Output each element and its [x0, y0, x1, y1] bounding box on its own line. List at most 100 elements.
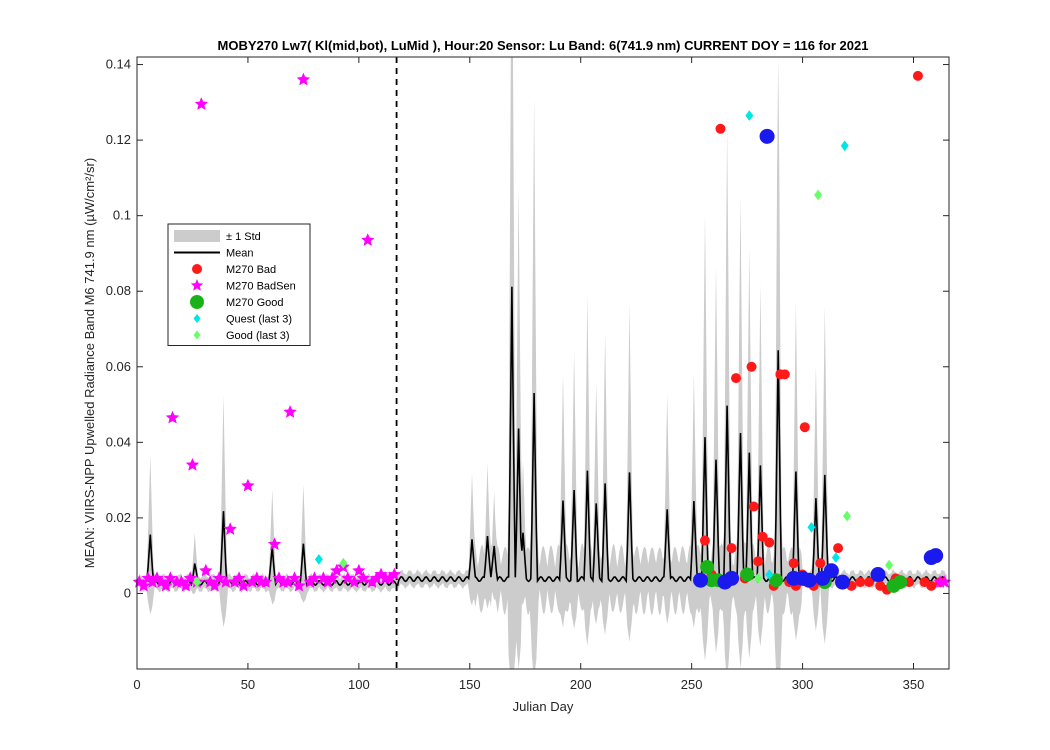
badsen-point	[241, 478, 255, 492]
axes-layer: 0 50 100 150 200 250 300 350 0 0.02 0.04 0.06 0.08 0.…	[106, 57, 949, 692]
bad-point	[726, 543, 737, 554]
blue-point	[928, 548, 944, 564]
badsen-point	[267, 537, 282, 551]
x-tick-label: 50	[241, 677, 255, 692]
legend: ± 1 Std Mean M270 Bad M270 BadSen M270 Good Q…	[167, 223, 311, 346]
good-point	[740, 567, 755, 582]
legend-label: M270 BadSen	[226, 281, 296, 293]
badsen-point	[198, 563, 213, 577]
blue-point	[759, 128, 775, 144]
badsen-point	[287, 571, 302, 585]
x-tick-label: 300	[792, 677, 814, 692]
badsen-point	[165, 410, 180, 424]
y-tick-label: 0.08	[106, 283, 131, 298]
std-band	[139, 57, 947, 669]
blue-point	[823, 563, 839, 579]
badsen-point	[232, 571, 246, 585]
legend-goodlast-swatch	[193, 330, 201, 340]
legend-badsen-swatch	[190, 279, 204, 291]
good-last3-point	[192, 576, 201, 588]
y-tick-label: 0.02	[106, 510, 131, 525]
quest-point	[807, 521, 816, 533]
good-last3-point	[814, 189, 823, 201]
blue-point	[724, 570, 740, 586]
bad-point	[779, 369, 790, 380]
points-layer	[132, 70, 952, 595]
legend-label: Good (last 3)	[226, 330, 290, 342]
plot-frame	[136, 56, 950, 670]
legend-bad-swatch	[192, 264, 202, 274]
bad-point	[788, 558, 799, 569]
badsen-point	[296, 72, 311, 86]
legend-good-swatch	[190, 295, 204, 309]
legend-label: Quest (last 3)	[226, 314, 292, 326]
blue-point	[693, 572, 709, 588]
y-tick-label: 0.12	[106, 132, 131, 147]
legend-band-swatch	[174, 230, 220, 242]
legend-box	[167, 223, 311, 346]
x-tick-label: 150	[459, 677, 481, 692]
good-last3-point	[842, 510, 851, 522]
good-last3-point	[339, 557, 348, 569]
bad-point	[757, 531, 768, 542]
x-tick-label: 250	[681, 677, 703, 692]
chart-title: MOBY270 Lw7( Kl(mid,bot), LuMid ), Hour:…	[218, 38, 869, 53]
bad-point	[855, 577, 866, 588]
x-axis-title: Julian Day	[513, 699, 574, 714]
badsen-point	[185, 457, 200, 471]
blue-point	[835, 574, 851, 590]
quest-point	[840, 140, 849, 152]
good-point	[768, 573, 783, 588]
badsen-point	[283, 404, 297, 418]
bad-point	[926, 580, 937, 591]
y-tick-label: 0.06	[106, 359, 131, 374]
bad-point	[815, 558, 826, 569]
badsen-point	[352, 563, 366, 577]
badsen-point	[194, 97, 209, 111]
badsen-point	[360, 233, 375, 247]
quest-point	[745, 110, 754, 121]
badsen-point	[178, 578, 193, 592]
badsen-point	[292, 578, 306, 592]
quest-point	[314, 554, 323, 565]
good-point	[700, 560, 715, 574]
y-tick-label: 0	[124, 585, 131, 600]
y-tick-label: 0.04	[106, 434, 131, 449]
good-last3-point	[885, 559, 894, 571]
badsen-point	[207, 578, 222, 592]
bad-point	[731, 373, 742, 384]
y-axis-title: MEAN: VIIRS-NPP Upwelled Radiance Band M…	[82, 158, 97, 568]
good-point	[893, 575, 908, 590]
badsen-point	[159, 578, 173, 592]
good-last3-point	[754, 572, 763, 584]
x-tick-label: 0	[133, 677, 140, 692]
bad-point	[912, 70, 923, 81]
badsen-point	[223, 522, 238, 536]
badsen-point	[347, 574, 362, 588]
x-tick-label: 350	[903, 677, 925, 692]
y-tick-label: 0.1	[113, 208, 131, 223]
bad-point	[833, 543, 844, 554]
legend-label: Mean	[226, 248, 254, 260]
badsen-point	[258, 574, 273, 588]
bad-point	[753, 556, 764, 567]
bad-point	[746, 361, 757, 372]
badsen-point	[325, 571, 340, 585]
x-tick-label: 100	[348, 677, 370, 692]
bad-point	[699, 535, 710, 546]
bad-point	[864, 577, 875, 588]
blue-point	[870, 567, 886, 583]
bad-point	[799, 422, 810, 433]
legend-label: M270 Bad	[226, 264, 276, 276]
badsen-point	[387, 567, 402, 581]
y-tick-label: 0.14	[106, 57, 131, 72]
bad-point	[764, 537, 775, 548]
badsen-point	[136, 578, 151, 592]
bad-point	[748, 501, 759, 512]
legend-label: ± 1 Std	[226, 231, 261, 243]
legend-label: M270 Good	[226, 297, 283, 309]
quest-point	[831, 552, 840, 563]
blue-point	[801, 572, 817, 588]
